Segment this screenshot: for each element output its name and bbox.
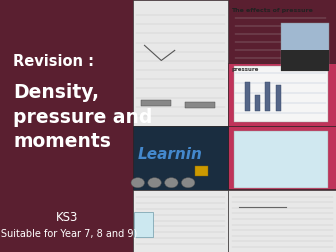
Circle shape xyxy=(148,178,161,188)
Text: pressure: pressure xyxy=(231,67,258,72)
Bar xyxy=(245,83,250,111)
Text: Learnin: Learnin xyxy=(138,147,203,163)
Bar xyxy=(281,50,329,71)
Bar xyxy=(255,94,260,111)
Bar xyxy=(276,92,281,111)
Bar xyxy=(185,102,215,108)
Text: Revision :: Revision : xyxy=(13,54,94,69)
Bar xyxy=(133,190,228,252)
Text: (Suitable for Year 7, 8 and 9): (Suitable for Year 7, 8 and 9) xyxy=(0,228,137,238)
Text: Density,
pressure and
moments: Density, pressure and moments xyxy=(13,83,153,151)
Bar xyxy=(234,66,328,122)
Text: KS3: KS3 xyxy=(56,211,78,225)
Bar xyxy=(234,131,328,188)
Circle shape xyxy=(165,178,178,188)
Circle shape xyxy=(131,178,144,188)
Bar xyxy=(281,23,329,71)
Bar xyxy=(265,87,270,111)
Bar xyxy=(228,190,336,252)
Bar xyxy=(134,212,153,237)
Bar xyxy=(133,0,228,126)
Bar xyxy=(228,63,336,126)
Circle shape xyxy=(181,178,195,188)
Bar xyxy=(195,166,208,176)
Bar xyxy=(141,100,171,106)
Bar xyxy=(228,126,336,189)
Bar xyxy=(133,126,228,190)
Text: The effects of pressure: The effects of pressure xyxy=(231,8,313,13)
